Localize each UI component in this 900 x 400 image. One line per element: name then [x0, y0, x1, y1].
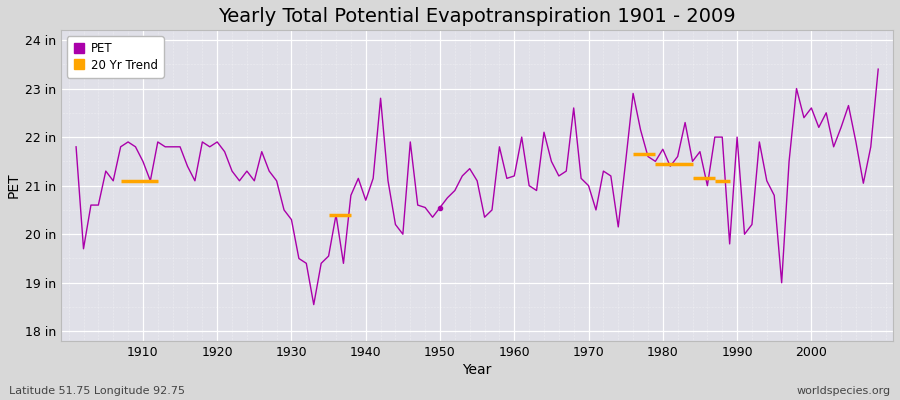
- X-axis label: Year: Year: [463, 363, 491, 377]
- Text: worldspecies.org: worldspecies.org: [796, 386, 891, 396]
- Y-axis label: PET: PET: [7, 173, 21, 198]
- Text: Latitude 51.75 Longitude 92.75: Latitude 51.75 Longitude 92.75: [9, 386, 185, 396]
- Title: Yearly Total Potential Evapotranspiration 1901 - 2009: Yearly Total Potential Evapotranspiratio…: [219, 7, 736, 26]
- Legend: PET, 20 Yr Trend: PET, 20 Yr Trend: [68, 36, 164, 78]
